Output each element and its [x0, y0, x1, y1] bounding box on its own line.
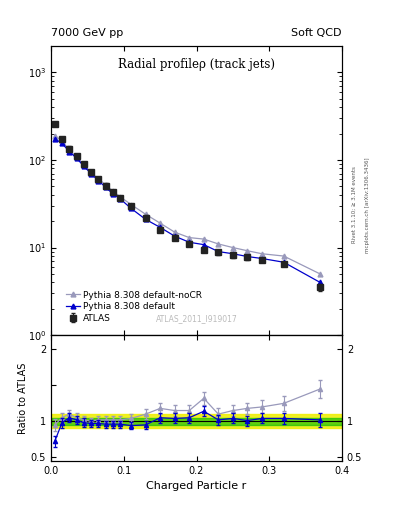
Pythia 8.308 default: [260, 255, 264, 262]
Pythia 8.308 default: [67, 148, 72, 155]
Pythia 8.308 default-noCR: [281, 253, 286, 259]
Pythia 8.308 default: [110, 191, 115, 197]
Pythia 8.308 default-noCR: [231, 245, 235, 251]
Pythia 8.308 default-noCR: [67, 147, 72, 153]
Pythia 8.308 default-noCR: [129, 201, 134, 207]
Pythia 8.308 default: [96, 178, 101, 184]
Pythia 8.308 default-noCR: [158, 220, 163, 226]
Legend: Pythia 8.308 default-noCR, Pythia 8.308 default, ATLAS: Pythia 8.308 default-noCR, Pythia 8.308 …: [64, 289, 204, 325]
Pythia 8.308 default: [187, 239, 192, 245]
Pythia 8.308 default-noCR: [118, 194, 123, 200]
Text: Soft QCD: Soft QCD: [292, 28, 342, 38]
Pythia 8.308 default-noCR: [202, 236, 206, 242]
Pythia 8.308 default: [202, 242, 206, 248]
Pythia 8.308 default: [318, 280, 323, 286]
Pythia 8.308 default: [231, 251, 235, 257]
Pythia 8.308 default: [89, 170, 94, 177]
Y-axis label: Ratio to ATLAS: Ratio to ATLAS: [18, 362, 28, 434]
Pythia 8.308 default-noCR: [74, 154, 79, 160]
Pythia 8.308 default-noCR: [81, 162, 86, 168]
Text: ATLAS_2011_I919017: ATLAS_2011_I919017: [156, 314, 237, 324]
Pythia 8.308 default: [281, 259, 286, 265]
Pythia 8.308 default: [245, 253, 250, 260]
Text: Rivet 3.1.10; ≥ 3.1M events: Rivet 3.1.10; ≥ 3.1M events: [352, 166, 357, 243]
X-axis label: Charged Particle r: Charged Particle r: [146, 481, 247, 491]
Pythia 8.308 default: [129, 205, 134, 211]
Pythia 8.308 default: [118, 196, 123, 202]
Pythia 8.308 default: [158, 224, 163, 230]
Pythia 8.308 default: [52, 136, 57, 142]
Pythia 8.308 default-noCR: [89, 169, 94, 176]
Pythia 8.308 default: [143, 216, 148, 222]
Bar: [51, 414, 342, 429]
Bar: [51, 418, 342, 425]
Pythia 8.308 default-noCR: [260, 251, 264, 257]
Pythia 8.308 default-noCR: [52, 133, 57, 139]
Text: Radial profileρ (track jets): Radial profileρ (track jets): [118, 58, 275, 71]
Text: 7000 GeV pp: 7000 GeV pp: [51, 28, 123, 38]
Pythia 8.308 default-noCR: [245, 248, 250, 254]
Pythia 8.308 default-noCR: [60, 138, 64, 144]
Pythia 8.308 default-noCR: [143, 211, 148, 218]
Line: Pythia 8.308 default: Pythia 8.308 default: [52, 136, 323, 285]
Pythia 8.308 default-noCR: [216, 241, 221, 247]
Pythia 8.308 default: [216, 248, 221, 254]
Pythia 8.308 default: [81, 163, 86, 169]
Pythia 8.308 default-noCR: [103, 182, 108, 188]
Pythia 8.308 default-noCR: [318, 271, 323, 277]
Pythia 8.308 default-noCR: [96, 176, 101, 182]
Line: Pythia 8.308 default-noCR: Pythia 8.308 default-noCR: [52, 133, 323, 276]
Pythia 8.308 default-noCR: [173, 229, 177, 235]
Pythia 8.308 default: [60, 140, 64, 146]
Pythia 8.308 default: [173, 233, 177, 239]
Pythia 8.308 default-noCR: [187, 234, 192, 241]
Text: mcplots.cern.ch [arXiv:1306.3436]: mcplots.cern.ch [arXiv:1306.3436]: [365, 157, 371, 252]
Pythia 8.308 default-noCR: [110, 188, 115, 194]
Pythia 8.308 default: [74, 155, 79, 161]
Pythia 8.308 default: [103, 184, 108, 190]
